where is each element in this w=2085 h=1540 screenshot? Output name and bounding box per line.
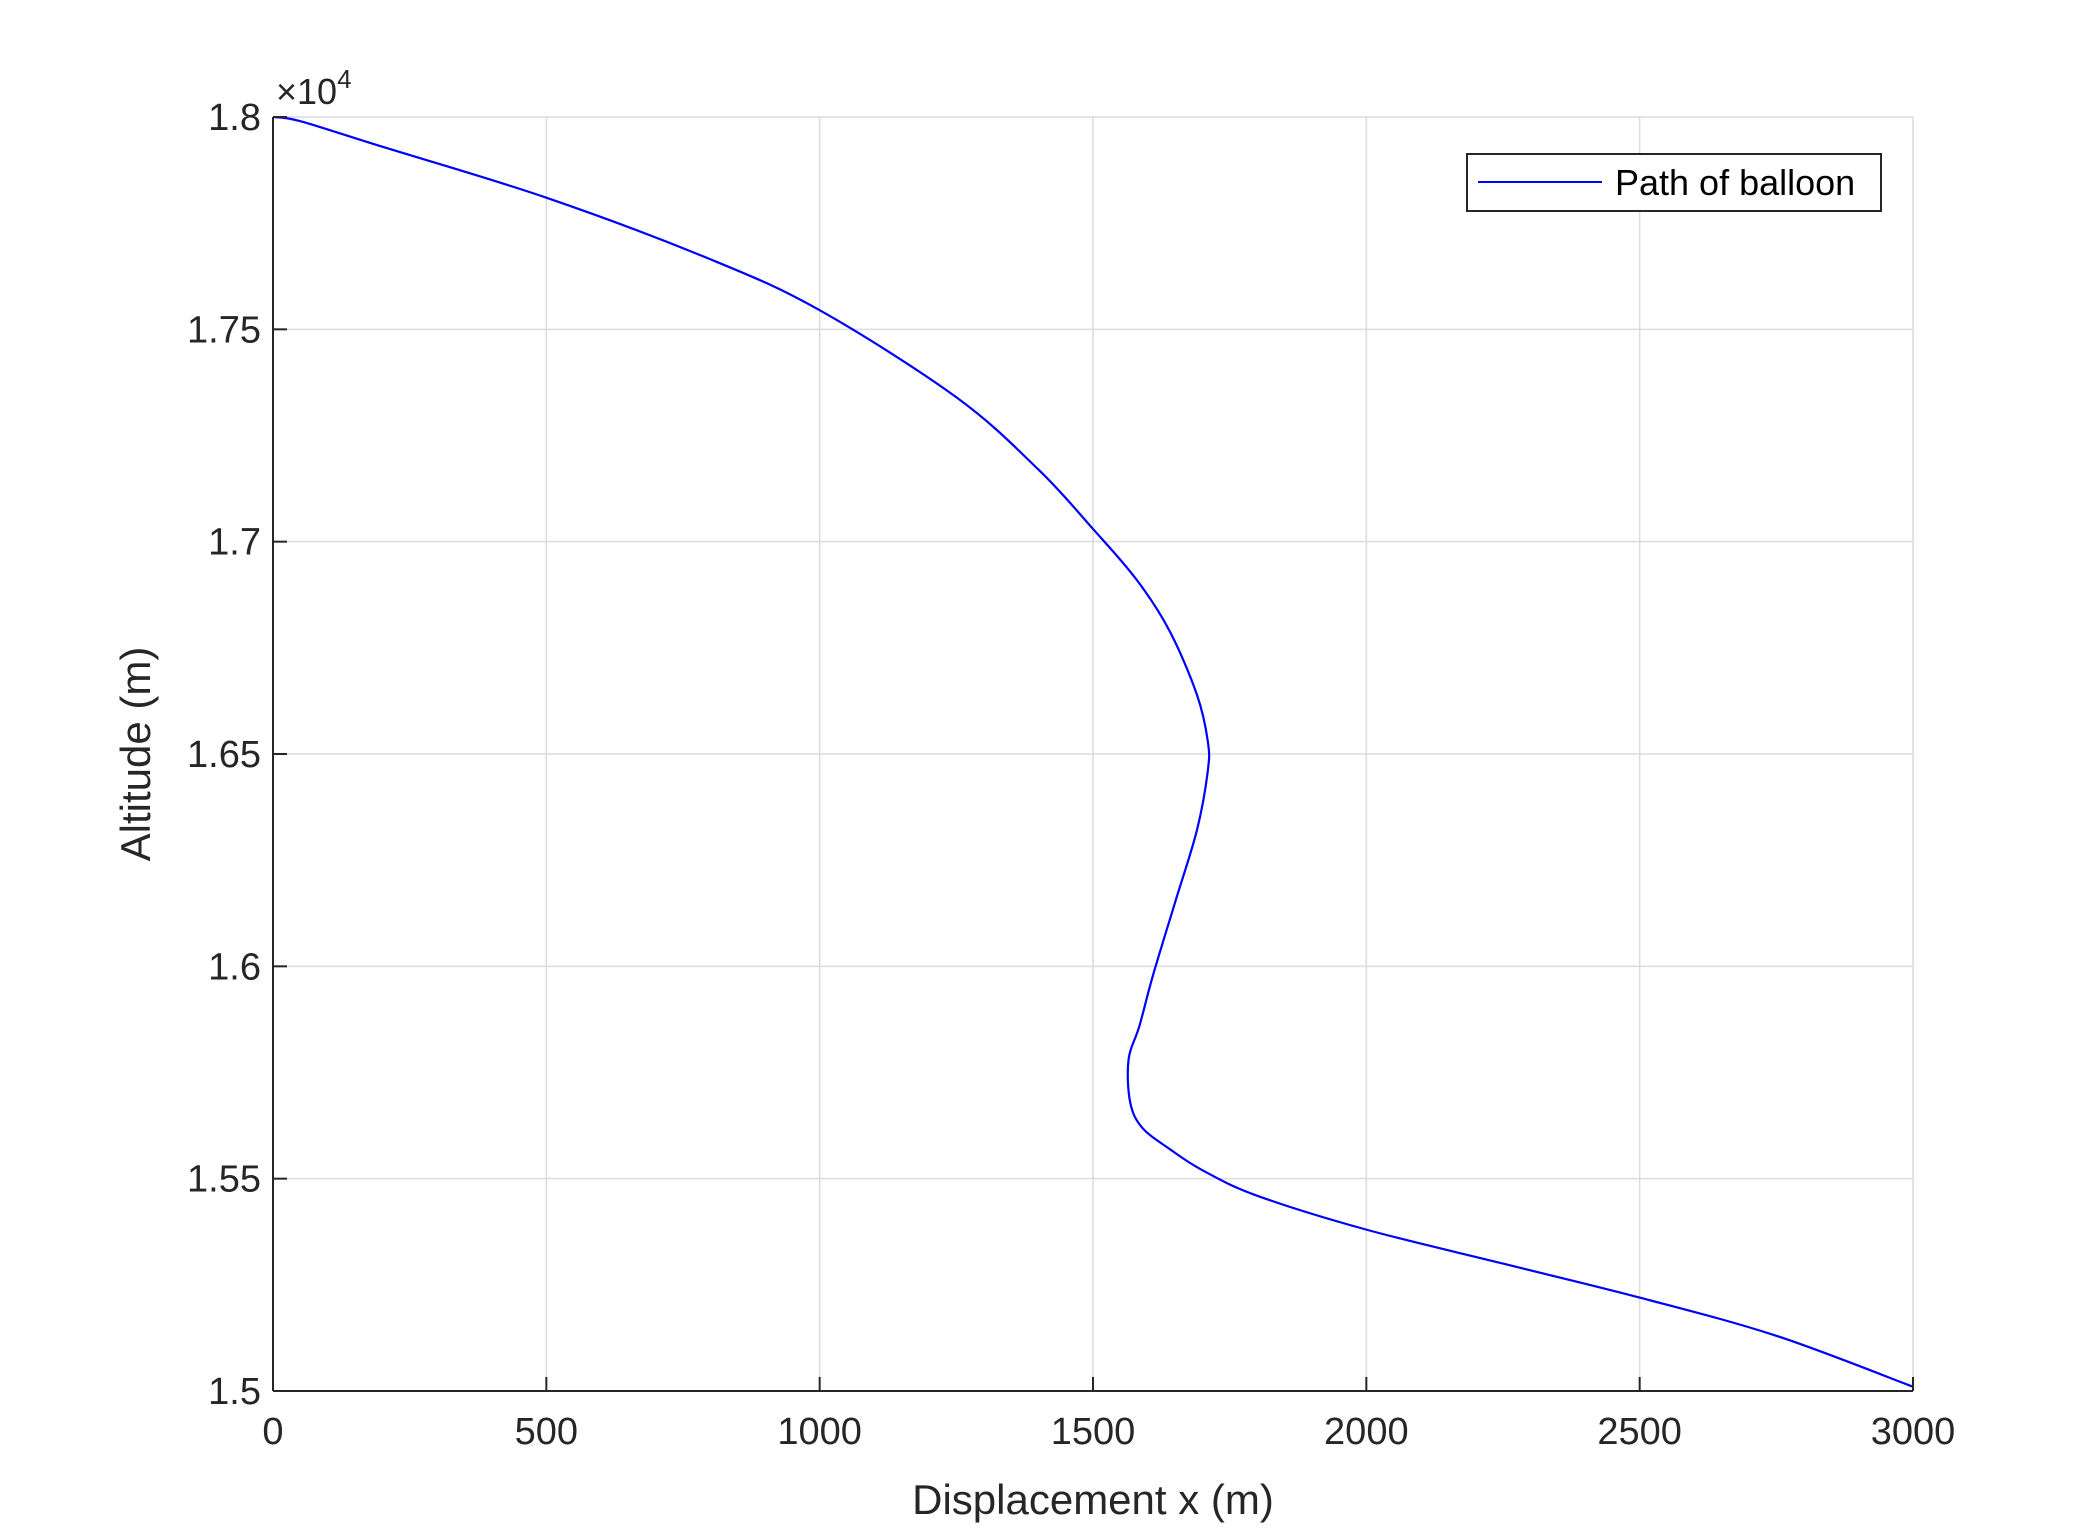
y-tick-label: 1.8: [208, 97, 261, 139]
x-tick-label: 2000: [1324, 1411, 1409, 1453]
y-exponent-base: ×10: [276, 71, 337, 112]
x-tick-label: 3000: [1871, 1411, 1956, 1453]
tick-labels: 0 500 1000 1500 2000 2500 3000 1.5 1.55 1.6 1.65 1.…: [187, 97, 1955, 1453]
legend: Path of balloon: [1466, 153, 1882, 212]
x-tick-label: 1500: [1051, 1411, 1136, 1453]
y-tick-label: 1.5: [208, 1371, 261, 1413]
y-exponent-power: 4: [337, 64, 351, 94]
y-tick-label: 1.75: [187, 309, 261, 351]
y-tick-label: 1.55: [187, 1159, 261, 1201]
x-tick-label: 2500: [1597, 1411, 1682, 1453]
series-line-path-of-balloon: [272, 115, 1914, 1388]
legend-label: Path of balloon: [1615, 162, 1855, 203]
y-tick-label: 1.7: [208, 522, 261, 564]
x-tick-label: 0: [262, 1411, 283, 1453]
x-tick-label: 1000: [777, 1411, 862, 1453]
x-axis-label: Displacement x (m): [912, 1476, 1274, 1523]
y-tick-label: 1.6: [208, 946, 261, 988]
axes: [272, 116, 1914, 1392]
y-tick-label: 1.65: [187, 734, 261, 776]
y-axis-label: Altitude (m): [112, 647, 159, 862]
x-tick-label: 500: [515, 1411, 578, 1453]
series-layer: [272, 115, 1914, 1388]
y-exponent-label: ×104: [276, 64, 352, 112]
